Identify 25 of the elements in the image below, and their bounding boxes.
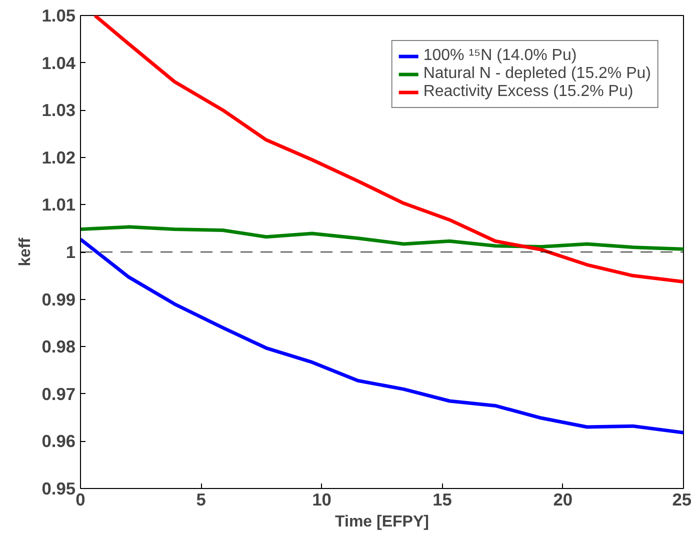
x-tick-label: 20	[553, 490, 573, 510]
x-tick-label: 10	[312, 490, 332, 510]
y-tick-label: 0.98	[42, 336, 76, 357]
y-tick-label: 1	[66, 242, 76, 262]
x-tick-label: 25	[672, 490, 691, 510]
y-tick-label: 1.04	[42, 52, 76, 73]
x-tick-label: 0	[76, 490, 86, 510]
legend-label: 100% ¹⁵N (14.0% Pu)	[423, 47, 577, 65]
y-tick-label: 0.95	[42, 478, 76, 498]
y-tick-label: 1.03	[42, 100, 76, 120]
legend-label: Natural N - depleted (15.2% Pu)	[423, 65, 651, 83]
y-tick-label: 1.02	[42, 147, 76, 168]
x-tick-label: 5	[196, 490, 206, 510]
x-tick-label: 15	[432, 490, 452, 510]
line-series	[80, 237, 684, 434]
legend-label: Reactivity Excess (15.2% Pu)	[423, 83, 634, 101]
line-series	[80, 225, 684, 251]
y-axis-title: keff	[16, 237, 34, 266]
line-series	[93, 16, 684, 284]
y-tick-label: 0.97	[42, 384, 76, 404]
y-tick-label: 0.96	[42, 431, 76, 452]
x-axis-title: Time [EFPY]	[335, 514, 429, 530]
y-tick-label: 1.05	[42, 6, 76, 26]
y-tick-label: 0.99	[42, 289, 76, 310]
y-tick-label: 1.01	[42, 194, 76, 215]
